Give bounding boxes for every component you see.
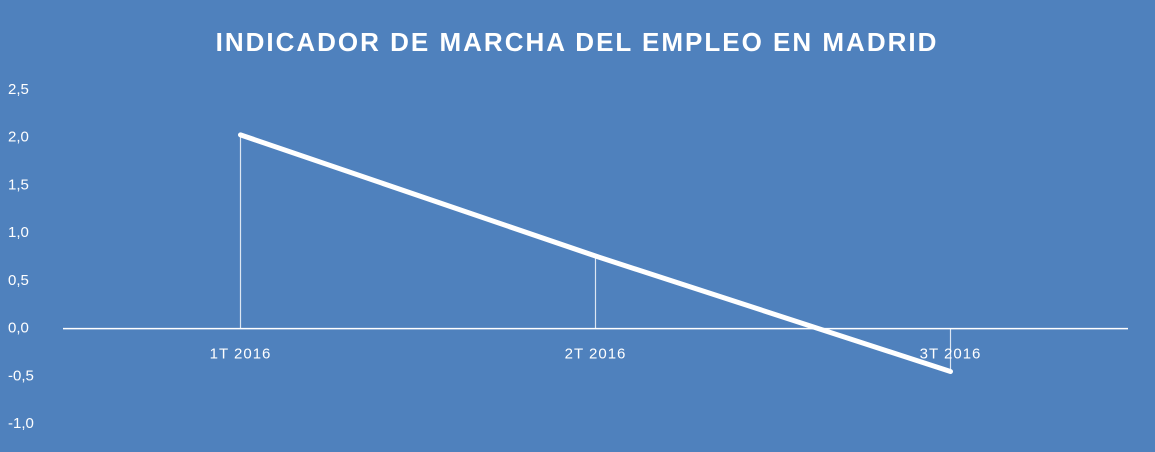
y-tick-label: 0,5 — [8, 272, 29, 289]
chart-title: INDICADOR DE MARCHA DEL EMPLEO EN MADRID — [216, 27, 939, 57]
series-line — [238, 132, 953, 375]
y-tick-label: 0,0 — [8, 320, 29, 337]
y-tick-label: 2,5 — [8, 81, 29, 98]
y-tick-label: -0,5 — [8, 367, 34, 384]
x-tick-label: 2T 2016 — [565, 346, 627, 363]
x-tick-label: 1T 2016 — [210, 346, 272, 363]
y-tick-label: -1,0 — [8, 415, 34, 432]
y-tick-label: 2,0 — [8, 129, 29, 146]
y-tick-label: 1,0 — [8, 224, 29, 241]
y-tick-label: 1,5 — [8, 176, 29, 193]
